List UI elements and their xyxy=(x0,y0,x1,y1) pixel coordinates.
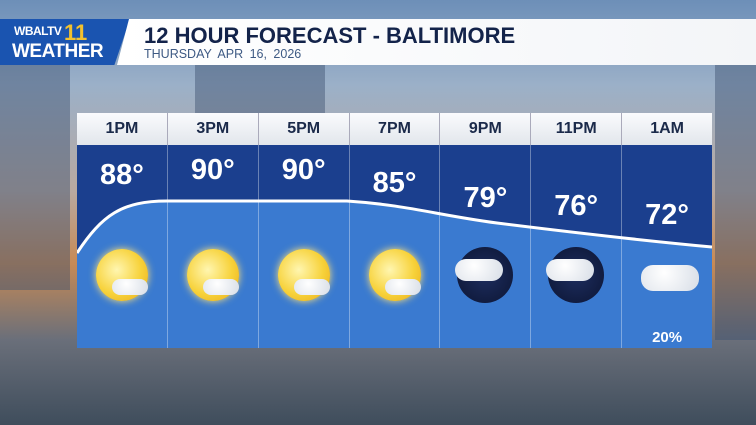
forecast-column: 90° xyxy=(259,145,350,348)
header: WBALTV 11 WEATHER 12 HOUR FORECAST - BAL… xyxy=(0,19,756,65)
time-label: 3PM xyxy=(168,113,259,145)
logo-channel: 11 xyxy=(64,20,88,45)
temperature-curve xyxy=(77,145,712,254)
time-label: 9PM xyxy=(440,113,532,145)
background-building xyxy=(195,65,325,115)
temperature: 90° xyxy=(281,154,326,186)
time-row: 1PM 3PM 5PM 7PM 9PM 11PM 1AM xyxy=(77,113,712,145)
sunny-partly-cloudy-icon xyxy=(276,247,332,303)
logo-weather: WEATHER xyxy=(12,41,104,62)
day: THURSDAY xyxy=(144,47,212,61)
sunny-partly-cloudy-icon xyxy=(185,247,241,303)
forecast-column: 76° xyxy=(531,145,623,348)
forecast-column: 90° xyxy=(168,145,259,348)
temperature: 72° xyxy=(645,199,690,231)
time-label: 1PM xyxy=(77,113,168,145)
time-label: 7PM xyxy=(350,113,441,145)
forecast-column: 88° xyxy=(77,145,168,348)
forecast-column: 85° xyxy=(350,145,441,348)
page-title: 12 HOUR FORECAST - BALTIMORE xyxy=(144,23,516,48)
title-bar: 12 HOUR FORECAST - BALTIMORE THURSDAY AP… xyxy=(117,19,756,65)
wbal-logo: WBALTV 11 WEATHER xyxy=(0,19,130,65)
cloudy-icon xyxy=(639,247,700,303)
time-label: 5PM xyxy=(259,113,350,145)
logo-text: WBALTV xyxy=(14,24,62,38)
temperature: 76° xyxy=(554,190,599,222)
night-partly-cloudy-icon xyxy=(546,247,605,303)
night-partly-cloudy-icon xyxy=(455,247,514,303)
background-building xyxy=(715,60,756,340)
sunny-partly-cloudy-icon xyxy=(367,247,423,303)
temperature: 79° xyxy=(463,182,508,214)
subtitle: THURSDAY APR 16, 2026 xyxy=(144,47,301,61)
forecast-panel: 1PM 3PM 5PM 7PM 9PM 11PM 1AM 88° 90° 90° 85° 79° 76… xyxy=(77,113,712,348)
forecast-column: 79° xyxy=(440,145,532,348)
sunny-partly-cloudy-icon xyxy=(94,247,150,303)
temperature: 88° xyxy=(100,159,144,191)
time-label: 1AM xyxy=(650,120,684,137)
date: APR 16, 2026 xyxy=(217,47,302,61)
background-building xyxy=(0,60,70,290)
time-label: 11PM xyxy=(531,113,623,145)
forecast-column: 72° 20% xyxy=(622,145,712,348)
precip-chance: 20% xyxy=(652,329,683,346)
temperature: 90° xyxy=(190,154,235,186)
temperature: 85° xyxy=(372,167,417,199)
forecast-columns: 88° 90° 90° 85° 79° 76° 72° 20% xyxy=(77,145,712,348)
